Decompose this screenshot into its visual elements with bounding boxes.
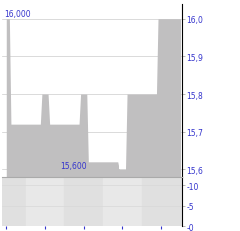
Bar	[26, 177, 64, 226]
Text: 15,600: 15,600	[60, 161, 87, 170]
Bar	[64, 177, 103, 226]
Bar	[142, 177, 180, 226]
Bar	[103, 177, 142, 226]
Bar	[0, 177, 26, 226]
Text: 16,000: 16,000	[4, 10, 31, 19]
